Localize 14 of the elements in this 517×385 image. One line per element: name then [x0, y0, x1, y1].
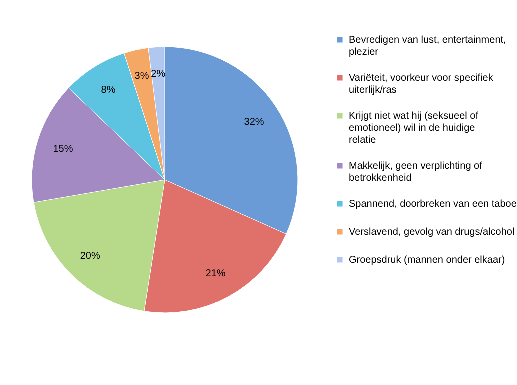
legend-label: Groepsdruk (mannen onder elkaar): [349, 255, 506, 266]
data-label: 32%: [244, 117, 264, 128]
data-label: 21%: [206, 268, 226, 280]
legend-label: Verslavend, gevolg van drugs/alcohol: [349, 227, 515, 238]
legend-label: Bevredigen van lust, entertainment, plezier: [349, 35, 506, 58]
legend-label: Variëteit, voorkeur voor specifiek uiterlijk/ras: [349, 73, 494, 96]
legend-label: Krijgt niet wat hij (seksueel of emotioneel) wil in de huidige relatie: [349, 111, 479, 146]
data-label: 3%: [134, 71, 150, 82]
legend-label: Makkelijk, geen verplichting of betrokkenheid: [349, 161, 483, 184]
data-label: 15%: [53, 144, 74, 156]
data-label: 8%: [101, 84, 116, 96]
legend-label: Spannend, doorbreken van een taboe: [349, 199, 517, 210]
data-label: 20%: [80, 250, 100, 262]
data-label: 2%: [151, 68, 166, 80]
